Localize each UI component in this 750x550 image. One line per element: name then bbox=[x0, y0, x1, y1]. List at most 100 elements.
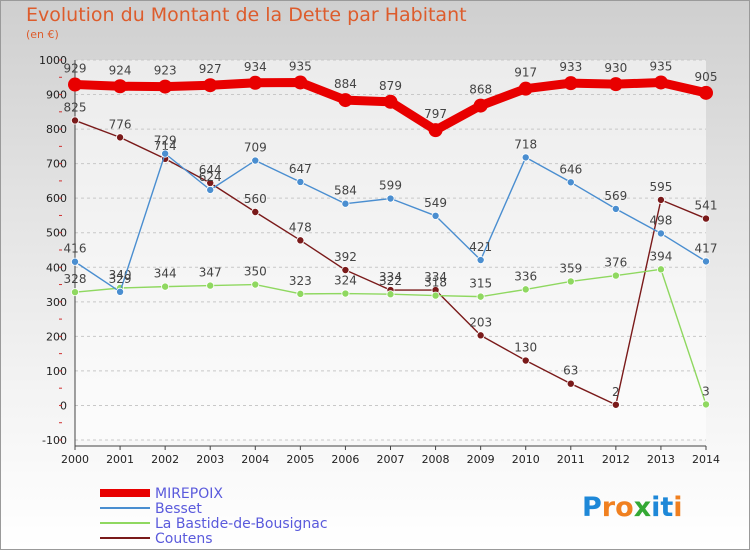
data-point bbox=[251, 207, 260, 216]
data-point bbox=[473, 98, 488, 113]
series-besset: 416 329 729 624 709 647 584 599 549 421 718 646 569 4… bbox=[64, 134, 718, 296]
data-point bbox=[206, 281, 215, 290]
data-point bbox=[71, 288, 80, 297]
x-tick-label: 2011 bbox=[557, 453, 585, 466]
data-label: 394 bbox=[649, 249, 672, 263]
series-coutens: 825 776 714 644 560 478 392 334 334 203 130 63 2 595 5… bbox=[64, 100, 717, 409]
data-point bbox=[203, 78, 218, 93]
data-point bbox=[71, 257, 80, 266]
data-point bbox=[611, 271, 620, 280]
x-tick-label: 2005 bbox=[286, 453, 314, 466]
data-label: 560 bbox=[244, 192, 267, 206]
data-label: 868 bbox=[469, 83, 492, 97]
data-label: 776 bbox=[109, 117, 132, 131]
data-point bbox=[476, 292, 485, 301]
series-mirepoix: 929 924 923 927 934 935 884 879 797 868 917 933 930 9… bbox=[64, 59, 718, 138]
data-label: 905 bbox=[695, 70, 718, 84]
data-label: 376 bbox=[604, 256, 627, 270]
x-tick-label: 2000 bbox=[61, 453, 89, 466]
data-label: 416 bbox=[64, 242, 87, 256]
data-label: 344 bbox=[154, 267, 177, 281]
data-label: 347 bbox=[199, 266, 222, 280]
x-tick-label: 2001 bbox=[106, 453, 134, 466]
data-point bbox=[161, 282, 170, 291]
data-label: 924 bbox=[109, 63, 132, 77]
legend-label: Coutens bbox=[155, 531, 212, 547]
data-label: 329 bbox=[109, 272, 132, 286]
data-point bbox=[702, 214, 711, 223]
data-point bbox=[161, 149, 170, 158]
data-point bbox=[656, 229, 665, 238]
data-point bbox=[611, 400, 620, 409]
x-tick-label: 2006 bbox=[331, 453, 359, 466]
data-point bbox=[656, 195, 665, 204]
data-point bbox=[563, 76, 578, 91]
data-point bbox=[116, 133, 125, 142]
data-point bbox=[206, 185, 215, 194]
data-label: 933 bbox=[559, 60, 582, 74]
data-point bbox=[476, 256, 485, 265]
data-label: 417 bbox=[695, 241, 718, 255]
data-label: 569 bbox=[604, 189, 627, 203]
data-label: 334 bbox=[379, 270, 402, 284]
data-label: 595 bbox=[649, 180, 672, 194]
data-label: 322 bbox=[379, 274, 402, 288]
data-point bbox=[341, 289, 350, 298]
data-point bbox=[656, 265, 665, 274]
data-label: 879 bbox=[379, 79, 402, 93]
data-label: 336 bbox=[514, 269, 537, 283]
plot-area bbox=[75, 60, 706, 440]
data-label: 917 bbox=[514, 66, 537, 80]
data-point bbox=[431, 291, 440, 300]
y-tick-label: 500 bbox=[46, 227, 67, 240]
data-label: 927 bbox=[199, 62, 222, 76]
data-point bbox=[521, 153, 530, 162]
data-label: 2 bbox=[612, 385, 620, 399]
data-point bbox=[251, 156, 260, 165]
data-label: 498 bbox=[649, 213, 672, 227]
x-tick-label: 2004 bbox=[241, 453, 269, 466]
data-label: 718 bbox=[514, 137, 537, 151]
data-point bbox=[383, 94, 398, 109]
data-label: 929 bbox=[64, 62, 87, 76]
data-label: 930 bbox=[604, 61, 627, 75]
chart-unit: (en €) bbox=[26, 28, 59, 41]
data-label: 549 bbox=[424, 196, 447, 210]
data-label: 709 bbox=[244, 141, 267, 155]
data-label: 3 bbox=[702, 384, 710, 398]
data-point bbox=[476, 331, 485, 340]
data-point bbox=[608, 77, 623, 92]
y-tick-label: -100 bbox=[42, 434, 67, 447]
data-label: 599 bbox=[379, 179, 402, 193]
y-tick-label: 0 bbox=[60, 399, 67, 412]
data-label: 334 bbox=[424, 270, 447, 284]
x-tick-label: 2010 bbox=[512, 453, 540, 466]
data-label: 315 bbox=[469, 277, 492, 291]
data-point bbox=[702, 257, 711, 266]
data-point bbox=[113, 79, 128, 94]
data-label: 359 bbox=[559, 261, 582, 275]
data-point bbox=[296, 289, 305, 298]
data-label: 584 bbox=[334, 184, 357, 198]
data-label: 478 bbox=[289, 220, 312, 234]
data-label: 644 bbox=[199, 163, 222, 177]
data-label: 340 bbox=[109, 268, 132, 282]
proxiti-logo: Proxiti bbox=[582, 492, 683, 523]
data-label: 935 bbox=[649, 59, 672, 73]
chart-title: Evolution du Montant de la Dette par Hab… bbox=[26, 4, 467, 26]
x-tick-label: 2002 bbox=[151, 453, 179, 466]
data-point bbox=[68, 77, 82, 92]
data-label: 392 bbox=[334, 250, 357, 264]
data-label: 825 bbox=[64, 100, 87, 114]
data-point bbox=[341, 199, 350, 208]
data-label: 934 bbox=[244, 60, 267, 74]
legend-label: MIREPOIX bbox=[155, 486, 223, 502]
data-label: 63 bbox=[563, 364, 578, 378]
data-point bbox=[296, 236, 305, 245]
y-tick-label: 1000 bbox=[39, 54, 67, 67]
x-tick-label: 2014 bbox=[692, 453, 720, 466]
data-label: 797 bbox=[424, 107, 447, 121]
data-point bbox=[248, 75, 263, 90]
data-point bbox=[296, 177, 305, 186]
